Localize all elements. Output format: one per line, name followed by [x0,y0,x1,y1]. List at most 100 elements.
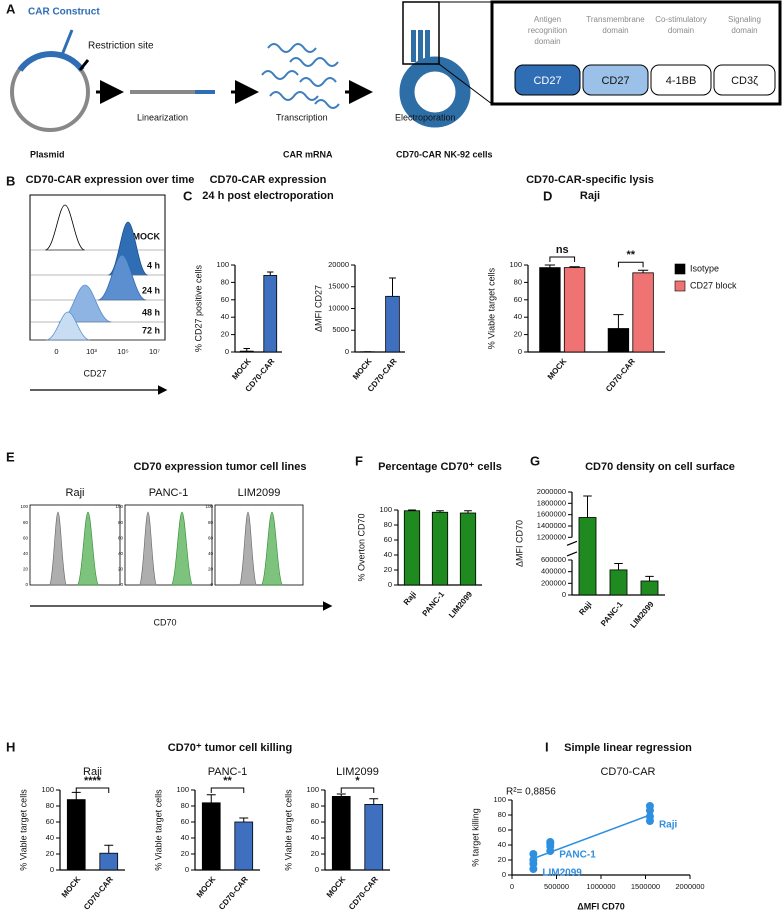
stage-label: CD70-CAR NK-92 cells [396,149,493,159]
bar [563,267,586,353]
y-tick-label: 100 [115,504,123,509]
bar [607,328,630,353]
bar [609,569,628,596]
domain-segment [514,64,581,96]
significance-label: ** [626,249,635,261]
y-tick-label: 100 [205,504,213,509]
y-tick-label: 100 [379,505,392,514]
y-tick-label: 0 [25,582,28,587]
y-tick-label: 100 [306,785,319,794]
y-tick-label: 1800000 [537,498,566,507]
step-label: Linearization [137,112,188,122]
y-tick-label: 0 [315,865,319,874]
y-tick-label: 40 [208,551,214,556]
x-axis-label: CD27 [83,368,106,378]
y-tick-label: 60 [514,295,522,304]
error-bar [408,509,416,511]
bar [403,510,421,586]
histogram [260,511,284,586]
y-tick-label: 5000 [332,325,349,334]
y-tick-label: 60 [384,535,392,544]
y-tick-label: 80 [181,801,189,810]
y-tick-label: 20 [514,330,522,339]
panel-title: 24 h post electroporation [202,190,334,202]
x-tick-label: MOCK [325,875,348,900]
histogram-frame [29,504,121,586]
y-tick-label: 40 [384,550,392,559]
error-bar [71,791,81,800]
histogram [238,511,258,586]
x-tick-label: Raji [402,590,418,607]
error-bar [239,817,249,822]
significance-label: **** [84,775,102,787]
x-tick-label: PANC-1 [420,589,446,618]
point [645,802,654,810]
legend-label: Isotype [690,263,719,273]
chart-subtitle: CD70-CAR [600,766,655,778]
y-axis-label: ΔMFI CD70 [514,520,524,567]
panel-letter: A [6,1,16,16]
x-tick-label: MOCK [230,357,253,382]
y-tick-label: 40 [221,312,229,321]
error-bar [544,264,556,268]
step-label: Electroporation [395,112,456,122]
y-tick-label: 20 [311,849,319,858]
domain-name: recognition [528,26,567,35]
y-tick-label: 60 [23,535,29,540]
zoom-line [438,63,493,105]
significance-bracket [210,787,245,793]
y-tick-label: 10000 [328,303,349,312]
x-tick-label: MOCK [60,875,83,900]
point-label: Raji [659,820,678,831]
domain-name: domain [534,37,560,46]
construct-pointer [60,29,74,56]
significance-bracket [75,787,110,793]
bar [331,796,351,871]
point [645,812,654,821]
x-tick-label: CD70-CAR [347,875,380,912]
y-tick-label: 20 [181,849,189,858]
error-bar [583,495,592,518]
domain-name: Co-stimulatory [655,15,707,24]
y-axis-label: % Viable target cells [486,267,496,349]
y-tick-label: 60 [46,817,54,826]
panel-subtitle: Raji [580,190,600,202]
y-axis-label: % Viable target cells [153,789,163,871]
y-tick-label: 40 [498,840,506,849]
y-tick-label: 40 [46,833,54,842]
y-tick-label: 100 [493,795,506,804]
row-label: 72 h [142,325,160,335]
x-tick-label: CD70-CAR [82,875,115,912]
point-label: PANC-1 [559,850,596,861]
histogram [97,254,147,301]
panel-title: Simple linear regression [564,742,692,754]
y-axis-label: % CD27 positive cells [193,264,203,352]
panel-letter: H [6,739,15,754]
y-tick-label: 60 [181,817,189,826]
error-bar [243,348,250,352]
legend-swatch [674,263,686,275]
y-tick-label: 40 [118,551,124,556]
y-tick-label: 1400000 [537,521,566,530]
error-bar [613,314,624,329]
y-tick-label: 20 [23,567,29,572]
domain-box-label: CD27 [533,75,561,87]
row-label: MOCK [133,231,161,241]
x-tick-label: 0 [510,882,514,891]
panel-title: Percentage CD70⁺ cells [378,461,502,473]
mrna [261,43,340,109]
panel-letter: D [543,188,552,203]
y-tick-label: 100 [509,260,522,269]
row-label: 48 h [142,307,160,317]
x-tick-label: CD70-CAR [217,875,250,912]
panel-letter: G [530,453,540,468]
x-tick-label: 10⁷ [149,347,160,356]
histogram [48,511,68,586]
significance-bracket [617,261,644,268]
restriction-label: Restriction site [88,41,154,52]
panel-letter: I [545,739,549,754]
y-tick-label: 1600000 [537,510,566,519]
bar [459,512,477,586]
x-tick-label: 10³ [86,347,97,356]
bar [66,799,86,871]
